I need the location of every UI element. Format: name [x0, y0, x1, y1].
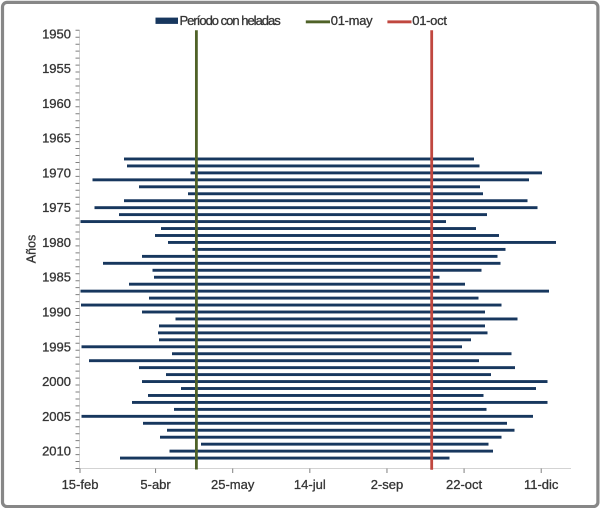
svg-text:1955: 1955	[42, 61, 71, 76]
svg-text:11-dic: 11-dic	[524, 477, 559, 492]
svg-text:1970: 1970	[42, 165, 71, 180]
svg-text:1995: 1995	[42, 339, 71, 354]
svg-text:15-feb: 15-feb	[62, 477, 99, 492]
svg-text:1965: 1965	[42, 131, 71, 146]
svg-text:Período con heladas: Período con heladas	[180, 13, 282, 28]
svg-text:1990: 1990	[42, 305, 71, 320]
svg-text:1960: 1960	[42, 96, 71, 111]
svg-text:22-oct: 22-oct	[446, 477, 483, 492]
svg-text:1980: 1980	[42, 235, 71, 250]
svg-text:01-may: 01-may	[331, 13, 373, 28]
svg-text:2010: 2010	[42, 444, 71, 459]
svg-text:2005: 2005	[42, 409, 71, 424]
svg-text:5-abr: 5-abr	[140, 477, 171, 492]
svg-text:25-may: 25-may	[211, 477, 255, 492]
svg-text:1950: 1950	[42, 26, 71, 41]
svg-text:1985: 1985	[42, 270, 71, 285]
svg-text:2-sep: 2-sep	[371, 477, 404, 492]
svg-text:Años: Años	[25, 235, 39, 264]
svg-text:2000: 2000	[42, 374, 71, 389]
svg-text:01-oct: 01-oct	[412, 13, 447, 28]
svg-text:1975: 1975	[42, 200, 71, 215]
svg-text:14-jul: 14-jul	[294, 477, 326, 492]
